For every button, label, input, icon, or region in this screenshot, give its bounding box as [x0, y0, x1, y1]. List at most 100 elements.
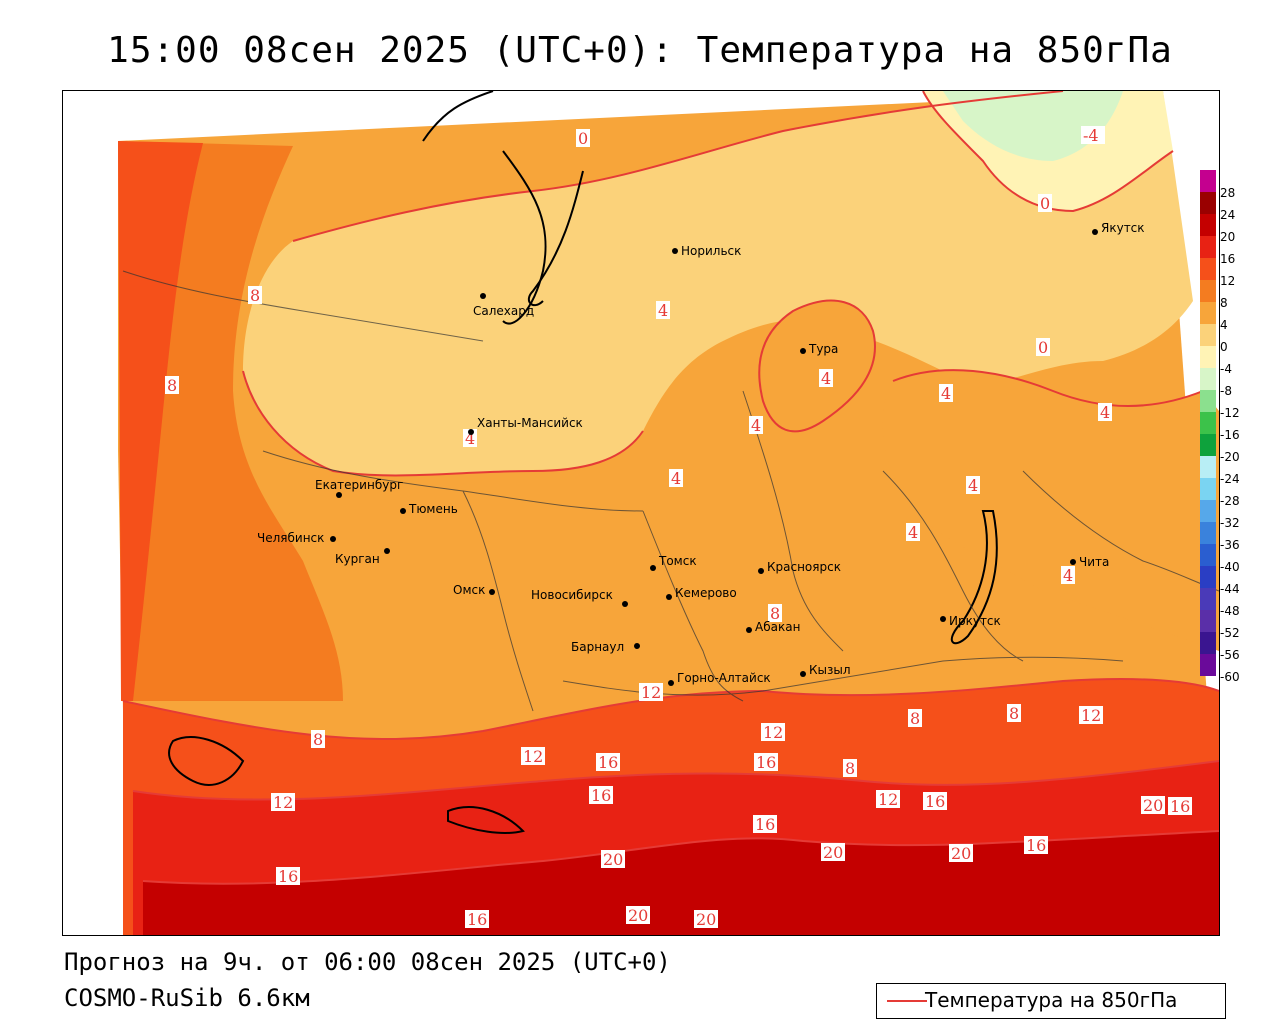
color-scale-tick-label: 0 — [1220, 340, 1228, 354]
color-scale-tick-label: -56 — [1220, 648, 1240, 662]
color-scale-tick-label: -48 — [1220, 604, 1240, 618]
isotherm-label: 0 — [578, 129, 588, 148]
isotherm-label: 16 — [1170, 797, 1190, 816]
isotherm-label: 12 — [523, 747, 543, 766]
map-title: 15:00 08сен 2025 (UTC+0): Температура на… — [107, 30, 1173, 71]
color-scale-tick-label: -28 — [1220, 494, 1240, 508]
legend: Температура на 850гПа — [876, 983, 1226, 1019]
color-scale-tick-label: -20 — [1220, 450, 1240, 464]
city-label: Якутск — [1101, 221, 1145, 235]
color-scale-segment — [1200, 522, 1216, 544]
isotherm-label: 16 — [591, 786, 611, 805]
isotherm-label: 8 — [845, 759, 855, 778]
isotherm-label: 12 — [878, 790, 898, 809]
isotherm-label: 4 — [658, 301, 668, 320]
city-label: Чита — [1079, 555, 1109, 569]
color-scale-tick-label: -24 — [1220, 472, 1240, 486]
color-scale-tick-label: -32 — [1220, 516, 1240, 530]
city-label: Красноярск — [767, 560, 841, 574]
color-scale-tick-label: 28 — [1220, 186, 1236, 200]
color-scale-segment — [1200, 368, 1216, 390]
color-scale-tick-label: 12 — [1220, 274, 1236, 288]
legend-label: Температура на 850гПа — [925, 988, 1178, 1012]
color-scale-segment — [1200, 544, 1216, 566]
color-scale-segment — [1200, 632, 1216, 654]
city-label: Томск — [658, 554, 697, 568]
isotherm-label: 4 — [671, 469, 681, 488]
city-label: Тура — [808, 342, 838, 356]
isotherm-label: 4 — [465, 429, 475, 448]
isotherm-label: 0 — [1040, 194, 1050, 213]
zone-0-4-north — [243, 91, 1193, 476]
color-scale-tick-label: 20 — [1220, 230, 1236, 244]
color-scale-segment — [1200, 478, 1216, 500]
isotherm-label: 4 — [751, 416, 761, 435]
isotherm-label: 16 — [756, 753, 776, 772]
color-scale-segment — [1200, 170, 1216, 192]
city-label: Горно-Алтайск — [677, 671, 771, 685]
city-label: Норильск — [681, 244, 741, 258]
isotherm-label: 20 — [696, 910, 716, 929]
color-scale-segment — [1200, 434, 1216, 456]
zone-warm-east — [882, 370, 1219, 651]
isotherm-label: 12 — [273, 793, 293, 812]
city-label: Ханты-Мансийск — [477, 416, 583, 430]
color-scale-segment — [1200, 258, 1216, 280]
color-scale-tick-label: 4 — [1220, 318, 1228, 332]
isotherm-label: 8 — [167, 376, 177, 395]
isotherm-label: 16 — [278, 867, 298, 886]
isotherm-lines — [122, 91, 1219, 885]
city-label: Абакан — [755, 620, 800, 634]
color-scale-segment — [1200, 302, 1216, 324]
isotherm-label: 4 — [941, 384, 951, 403]
city-label: Челябинск — [257, 531, 324, 545]
isotherm-label: 12 — [763, 723, 783, 742]
color-scale-segment — [1200, 412, 1216, 434]
color-scale-tick-label: -12 — [1220, 406, 1240, 420]
legend-line-icon — [887, 1000, 927, 1002]
color-scale-tick-label: -16 — [1220, 428, 1240, 442]
map-area: 0 0 0 -4 4 4 4 4 4 4 4 4 4 4 8 8 8 8 8 8… — [62, 90, 1220, 936]
color-scale-tick-label: -4 — [1220, 362, 1232, 376]
zone-warm-tura — [759, 300, 875, 432]
city-label: Салехард — [473, 304, 534, 318]
isotherm-label: 8 — [250, 286, 260, 305]
isotherm-label: 0 — [1038, 338, 1048, 357]
color-scale-segment — [1200, 214, 1216, 236]
city-label: Кызыл — [809, 663, 851, 677]
model-name: COSMO-RuSib 6.6км — [64, 984, 310, 1012]
coastlines — [168, 91, 998, 834]
color-scale-segment — [1200, 280, 1216, 302]
isotherm-label: 8 — [910, 709, 920, 728]
color-scale-segment — [1200, 192, 1216, 214]
color-scale-tick-label: -36 — [1220, 538, 1240, 552]
isotherm-label: 4 — [821, 369, 831, 388]
isotherm-label: 16 — [925, 792, 945, 811]
isotherm-label: 20 — [823, 843, 843, 862]
city-label: Екатеринбург — [315, 478, 403, 492]
isotherm-label: 4 — [908, 523, 918, 542]
isotherm-label: 12 — [641, 683, 661, 702]
color-scale-segment — [1200, 390, 1216, 412]
isotherm-label: 4 — [1100, 403, 1110, 422]
isotherm-label: 16 — [467, 910, 487, 929]
isotherm-label: 20 — [603, 850, 623, 869]
isotherm-label: 16 — [598, 753, 618, 772]
temperature-map: 0 0 0 -4 4 4 4 4 4 4 4 4 4 4 8 8 8 8 8 8… — [63, 91, 1219, 935]
color-scale-segment — [1200, 654, 1216, 676]
city-markers: Норильск Салехард Тура Якутск Ханты-Манс… — [257, 221, 1145, 686]
zone-below-minus4 — [943, 91, 1123, 161]
zone-west-12 — [118, 141, 203, 701]
city-label: Барнаул — [571, 640, 624, 654]
color-scale-segment — [1200, 456, 1216, 478]
city-label: Курган — [335, 552, 380, 566]
color-scale-tick-label: -60 — [1220, 670, 1240, 684]
forecast-info: Прогноз на 9ч. от 06:00 08сен 2025 (UTC+… — [64, 948, 671, 976]
color-scale-segment — [1200, 610, 1216, 632]
isotherm-label: 8 — [313, 730, 323, 749]
color-scale-segment — [1200, 500, 1216, 522]
color-scale-segment — [1200, 346, 1216, 368]
city-label: Новосибирск — [531, 588, 613, 602]
isotherm-label: 20 — [951, 844, 971, 863]
isotherm-label: 16 — [1026, 836, 1046, 855]
